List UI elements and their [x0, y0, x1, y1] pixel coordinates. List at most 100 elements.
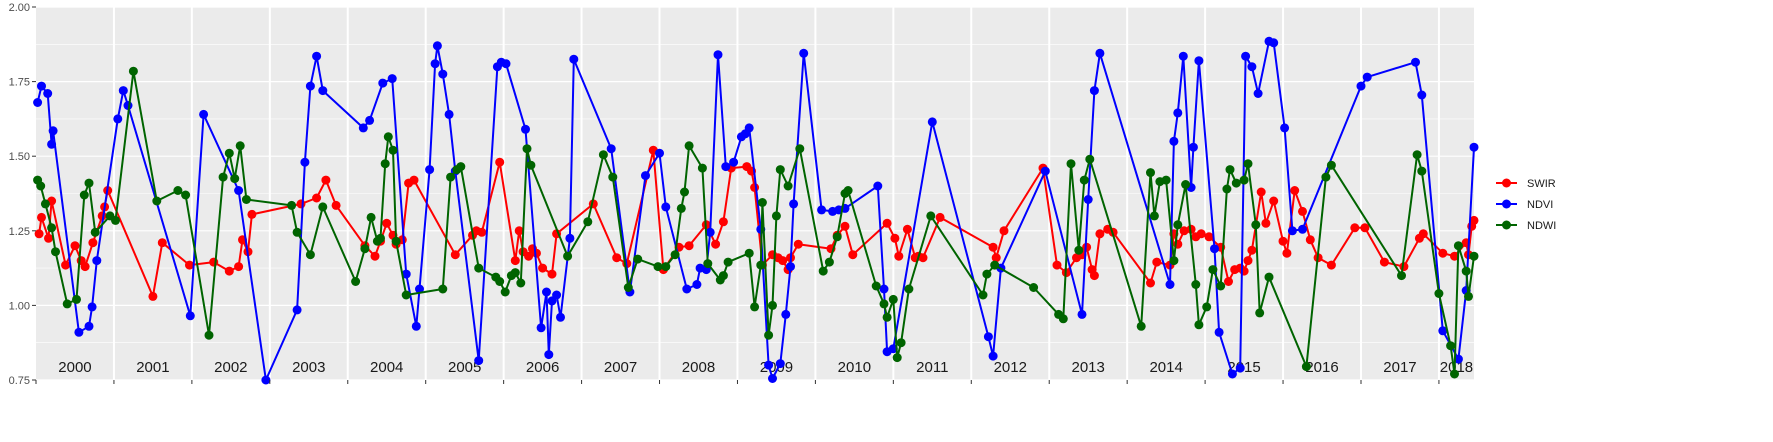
data-point-swir	[1052, 260, 1062, 270]
data-point-ndwi	[703, 259, 713, 269]
series-ndvi	[33, 36, 1479, 385]
data-point-ndvi	[1165, 280, 1175, 289]
data-point-ndvi	[655, 148, 664, 158]
data-point-ndvi	[873, 181, 883, 191]
year-label: 2007	[604, 359, 637, 376]
data-point-ndvi	[721, 162, 731, 172]
data-point-ndvi	[444, 109, 454, 119]
data-point-ndvi	[1235, 363, 1245, 373]
data-point-swir	[1095, 229, 1105, 239]
data-point-ndwi	[1079, 175, 1089, 185]
data-point-ndwi	[1173, 220, 1183, 230]
data-point-ndwi	[62, 299, 72, 309]
data-point-swir	[711, 239, 721, 249]
data-point-ndwi	[230, 174, 240, 184]
data-point-swir	[1305, 235, 1315, 245]
data-point-swir	[894, 251, 904, 261]
data-point-ndwi	[882, 312, 892, 322]
data-point-ndwi	[608, 172, 618, 182]
data-point-ndvi	[1247, 62, 1257, 72]
data-point-ndvi	[1280, 123, 1290, 133]
data-point-ndwi	[879, 299, 889, 309]
data-point-ndwi	[366, 212, 376, 222]
data-point-swir	[1224, 277, 1233, 286]
y-tick-label: 0.75	[9, 375, 30, 387]
data-point-ndvi	[425, 165, 435, 175]
year-label: 2002	[214, 359, 247, 376]
data-point-ndwi	[401, 290, 411, 300]
data-point-swir	[70, 241, 80, 251]
data-point-ndwi	[305, 250, 315, 260]
data-point-ndvi	[318, 86, 328, 96]
y-tick-label: 1.25	[9, 226, 30, 238]
data-point-ndwi	[871, 281, 881, 291]
data-point-ndvi	[312, 51, 322, 61]
data-point-ndwi	[1417, 166, 1427, 176]
data-point-ndwi	[598, 150, 608, 160]
data-point-swir	[409, 175, 419, 185]
data-point-ndwi	[633, 254, 643, 264]
data-point-ndwi	[1301, 362, 1311, 372]
year-label: 2004	[370, 359, 403, 376]
data-point-ndwi	[1397, 271, 1406, 281]
data-point-ndwi	[51, 247, 60, 257]
data-point-ndwi	[1453, 241, 1463, 251]
data-point-swir	[988, 242, 998, 252]
y-tick-label: 2.00	[9, 2, 30, 14]
data-point-ndwi	[446, 172, 456, 182]
legend: SWIR NDVI NDWI	[1496, 178, 1556, 232]
data-point-ndwi	[1066, 159, 1076, 169]
year-label: 2012	[994, 359, 1027, 376]
data-point-swir	[157, 238, 167, 248]
data-point-ndwi	[824, 257, 834, 267]
data-point-ndwi	[1461, 266, 1471, 276]
data-point-swir	[902, 224, 912, 234]
data-point-ndvi	[799, 48, 809, 58]
data-point-ndvi	[1227, 369, 1237, 379]
data-point-swir	[1418, 229, 1428, 239]
data-point-ndvi	[775, 359, 785, 369]
data-point-ndvi	[1178, 51, 1188, 61]
data-point-ndwi	[1251, 220, 1261, 230]
data-point-ndvi	[682, 284, 692, 294]
data-point-swir	[1282, 248, 1292, 258]
year-label: 2013	[1072, 359, 1105, 376]
data-point-swir	[1256, 187, 1266, 197]
data-point-swir	[1290, 186, 1300, 195]
data-point-ndvi	[1241, 51, 1251, 61]
data-point-ndwi	[1264, 272, 1274, 282]
data-point-ndvi	[927, 117, 937, 127]
data-point-ndwi	[1191, 280, 1201, 289]
data-point-ndwi	[388, 145, 398, 155]
data-point-ndvi	[358, 123, 368, 133]
data-point-ndvi	[1287, 226, 1297, 236]
data-point-ndvi	[786, 262, 795, 272]
data-point-ndwi	[1208, 265, 1218, 275]
data-point-ndwi	[235, 141, 245, 151]
data-point-ndvi	[536, 323, 546, 333]
legend-label: NDWI	[1527, 220, 1556, 232]
data-point-ndwi	[843, 186, 853, 195]
data-point-ndvi	[430, 59, 440, 69]
data-point-ndvi	[378, 78, 388, 88]
data-point-swir	[477, 227, 487, 237]
data-point-ndvi	[1438, 326, 1448, 336]
data-point-ndwi	[516, 278, 526, 288]
data-point-ndvi	[474, 356, 484, 366]
x-axis	[35, 380, 1440, 384]
data-point-ndvi	[1083, 195, 1093, 204]
data-point-ndwi	[204, 330, 214, 340]
data-point-ndvi	[432, 41, 442, 51]
data-point-ndwi	[152, 196, 162, 206]
data-point-ndvi	[768, 374, 777, 383]
data-point-swir	[370, 251, 380, 261]
data-point-ndwi	[111, 215, 120, 225]
data-point-swir	[1204, 232, 1214, 242]
data-point-ndwi	[1255, 308, 1265, 318]
data-point-ndwi	[1326, 160, 1336, 170]
data-point-ndvi	[501, 59, 511, 69]
data-point-ndwi	[40, 199, 50, 209]
y-tick-label: 1.75	[9, 77, 30, 89]
data-point-swir	[718, 217, 728, 227]
data-point-ndvi	[47, 139, 57, 149]
